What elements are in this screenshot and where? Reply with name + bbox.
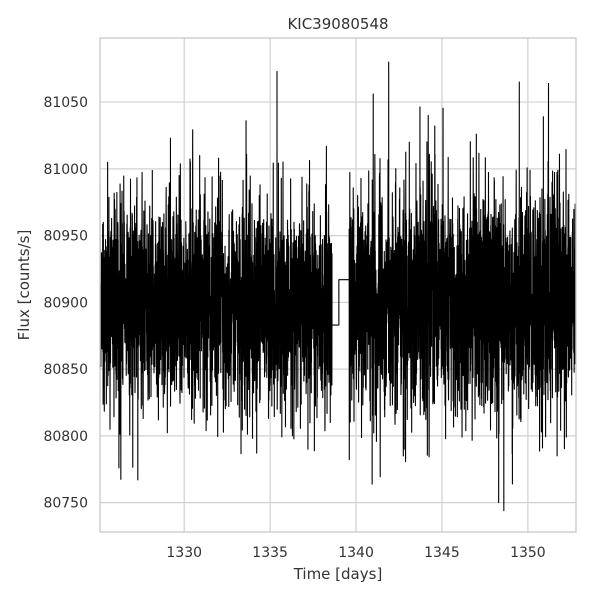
y-tick-label: 81050 xyxy=(43,95,88,111)
x-tick-label: 1330 xyxy=(166,545,202,561)
x-tick-label: 1340 xyxy=(338,545,374,561)
x-axis-label: Time [days] xyxy=(293,565,383,583)
y-tick-label: 80800 xyxy=(43,429,88,445)
chart-title: KIC39080548 xyxy=(287,15,388,33)
x-tick-label: 1345 xyxy=(424,545,460,561)
y-tick-label: 80750 xyxy=(43,496,88,512)
flux-series-line xyxy=(100,61,576,512)
x-tick-label: 1350 xyxy=(510,545,546,561)
y-tick-label: 80900 xyxy=(43,295,88,311)
y-axis-ticks: 80750 80800 80850 80900 80950 81000 81050 xyxy=(43,95,88,512)
x-axis-ticks: 1330 1335 1340 1345 1350 xyxy=(166,545,545,561)
y-tick-label: 81000 xyxy=(43,162,88,178)
y-axis-label: Flux [counts/s] xyxy=(15,230,33,341)
y-tick-label: 80850 xyxy=(43,362,88,378)
x-tick-label: 1335 xyxy=(252,545,288,561)
y-tick-label: 80950 xyxy=(43,229,88,245)
plot-frame xyxy=(99,37,577,533)
